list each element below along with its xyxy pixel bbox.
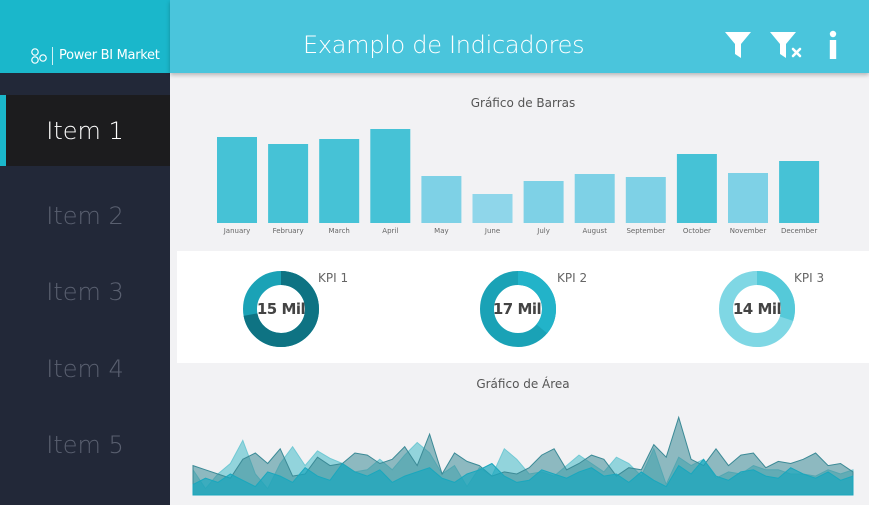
clear-filter-icon[interactable] (768, 30, 804, 60)
filter-icon[interactable] (723, 30, 753, 60)
area-series-3[interactable] (192, 458, 854, 496)
bar-march[interactable] (319, 139, 360, 223)
power-bi-logo-icon (31, 48, 47, 64)
x-tick-label: August (582, 227, 607, 235)
bar-november[interactable] (728, 173, 768, 223)
kpi-3-label: KPI 3 (794, 271, 825, 285)
x-tick-label: October (683, 227, 711, 235)
logo-bar: Power BI Market (0, 0, 170, 73)
info-icon[interactable] (825, 30, 841, 60)
x-tick-label: December (781, 227, 817, 235)
x-tick-label: July (536, 227, 550, 235)
sidebar-item-3[interactable]: Item 3 (0, 256, 170, 327)
kpi-donuts (243, 271, 795, 347)
bar-august[interactable] (574, 174, 615, 223)
x-tick-label: May (434, 227, 448, 235)
area-chart-title: Gráfico de Área (476, 377, 570, 391)
area-chart-panel: Gráfico de Área (177, 364, 869, 505)
bar-july[interactable] (523, 181, 564, 223)
bar-chart-title: Gráfico de Barras (470, 96, 576, 110)
kpi-panel: KPI 1 15 Mil KPI 2 17 Mil KPI 3 14 Mil (177, 251, 869, 363)
x-tick-label: November (730, 227, 767, 235)
sidebar-item-2[interactable]: Item 2 (0, 180, 170, 251)
kpi-2-value: 17 Mil (492, 300, 542, 318)
bar-december[interactable] (779, 161, 820, 223)
bar-april[interactable] (370, 129, 411, 223)
logo-divider (52, 47, 53, 65)
kpi-3-value: 14 Mil (732, 300, 782, 318)
bar-january[interactable] (217, 137, 257, 223)
bar-chart-panel: Gráfico de Barras January February March Ap… (177, 83, 869, 250)
sidebar: Power BI Market Item 1 Item 2 Item 3 Ite… (0, 0, 170, 505)
bar-chart: January February March April May June July Augu… (217, 129, 820, 235)
page-title: Examplo de Indicadores (303, 31, 585, 59)
kpi-2-label: KPI 2 (557, 271, 588, 285)
sidebar-item-label: Item 1 (46, 116, 124, 145)
kpi-2-arc[interactable] (480, 271, 556, 347)
bar-june[interactable] (472, 194, 513, 223)
sidebar-item-4[interactable]: Item 4 (0, 333, 170, 404)
kpi-1-value: 15 Mil (256, 300, 306, 318)
x-tick-label: April (382, 227, 398, 235)
x-tick-label: March (329, 227, 350, 235)
sidebar-item-1[interactable]: Item 1 (0, 95, 170, 166)
area-chart (192, 415, 854, 496)
x-tick-label: February (273, 227, 304, 235)
brand-name: Power BI Market (59, 48, 160, 63)
sidebar-item-label: Item 5 (46, 430, 124, 459)
bar-february[interactable] (268, 144, 309, 223)
kpi-1-arc[interactable] (243, 271, 319, 347)
bar-september[interactable] (625, 177, 666, 223)
x-tick-label: January (223, 227, 251, 235)
sidebar-item-5[interactable]: Item 5 (0, 409, 170, 480)
bar-may[interactable] (421, 176, 462, 223)
header: Examplo de Indicadores (170, 0, 869, 73)
kpi-3-arc[interactable] (719, 271, 795, 347)
x-tick-label: September (626, 227, 665, 235)
sidebar-item-label: Item 3 (46, 277, 124, 306)
sidebar-item-label: Item 4 (46, 354, 124, 383)
bar-october[interactable] (676, 154, 717, 223)
kpi-1-label: KPI 1 (318, 271, 349, 285)
sidebar-item-label: Item 2 (46, 201, 124, 230)
x-tick-label: June (484, 227, 500, 235)
